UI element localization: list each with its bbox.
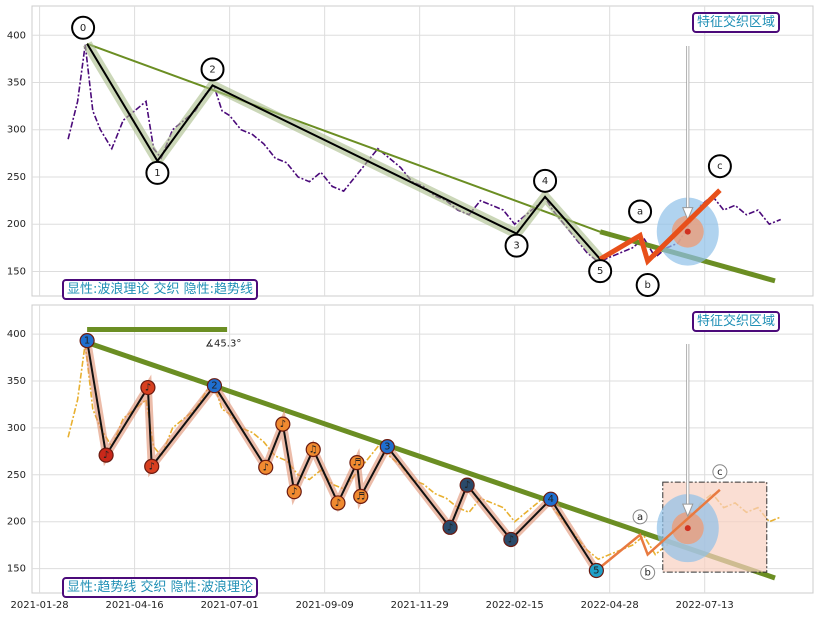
wave-marker xyxy=(442,519,458,535)
wave-marker xyxy=(305,441,321,458)
feature-dot xyxy=(684,525,691,532)
wave-label: 4 xyxy=(542,176,548,187)
trendline xyxy=(86,42,601,233)
x-tick-label: 2022-07-13 xyxy=(676,600,734,611)
y-tick-label: 250 xyxy=(7,172,26,183)
wave-marker xyxy=(588,562,604,579)
wave-marker-label: 2 xyxy=(211,381,217,392)
wave-marker xyxy=(379,439,395,455)
wave-label-circle xyxy=(71,15,96,40)
wave-label-circle xyxy=(632,509,648,525)
angle-label: ∡45.3° xyxy=(205,339,241,350)
wave-label-circle xyxy=(504,233,529,258)
wave-marker xyxy=(459,477,475,493)
wave-marker xyxy=(349,455,365,471)
wave-marker xyxy=(206,378,223,394)
wave-marker-label: ♪ xyxy=(464,480,470,491)
feature-dot xyxy=(684,228,691,235)
y-tick-label: 150 xyxy=(7,266,26,277)
wave-marker xyxy=(79,333,95,349)
x-tick-label: 2021-01-28 xyxy=(11,600,69,611)
wave-marker-label: ♪ xyxy=(508,535,514,546)
corrective-line xyxy=(598,188,722,266)
wave-label: b xyxy=(644,568,650,579)
y-tick-label: 300 xyxy=(7,125,26,136)
wave-marker xyxy=(286,484,302,500)
wave-label: c xyxy=(717,161,723,172)
wave-marker xyxy=(543,491,559,507)
wave-marker-label: 4 xyxy=(548,494,554,505)
arrow-head xyxy=(682,207,694,221)
y-tick-label: 300 xyxy=(7,423,26,434)
wave-marker-label: ♪ xyxy=(103,450,109,461)
y-tick-label: 200 xyxy=(7,219,26,230)
wave-line xyxy=(86,43,601,260)
wave-marker xyxy=(258,459,274,475)
wave-marker-label: 3 xyxy=(384,442,390,453)
annotation-box: 显性:波浪理论 交织 隐性:趋势线 xyxy=(62,279,259,300)
wave-label: 1 xyxy=(154,168,160,179)
x-tick-label: 2021-07-01 xyxy=(201,600,259,611)
wave-marker xyxy=(330,495,346,511)
annotation-box: 特征交织区域 xyxy=(692,311,781,332)
wave-marker xyxy=(353,488,369,504)
wave-line xyxy=(86,340,598,572)
wave-label: a xyxy=(637,512,643,523)
wave-label: 3 xyxy=(513,241,519,252)
wave-marker xyxy=(144,458,160,474)
y-tick-label: 150 xyxy=(7,564,26,575)
wave-marker-label: ♪ xyxy=(263,462,269,473)
wave-label: b xyxy=(644,280,650,291)
wave-marker-label: 1 xyxy=(84,336,90,347)
wave-label-circle xyxy=(628,199,653,224)
wave-label-circle xyxy=(712,464,728,480)
y-tick-label: 250 xyxy=(7,470,26,481)
wave-marker-label: ♬ xyxy=(356,491,365,502)
arrow-head xyxy=(682,503,694,518)
wave-marker-label: ♪ xyxy=(145,383,151,394)
x-tick-label: 2022-04-28 xyxy=(581,600,639,611)
wave-marker xyxy=(275,416,291,432)
wave-marker-label: ♫ xyxy=(309,444,318,455)
wave-marker-label: ♪ xyxy=(280,419,286,430)
wave-label: 5 xyxy=(597,266,603,277)
wave-label-circle xyxy=(635,273,660,298)
wave-label-circle xyxy=(707,154,732,179)
wave-marker-label: ♪ xyxy=(291,487,297,498)
wave-marker xyxy=(140,379,156,396)
wave-marker-label: ♬ xyxy=(352,458,361,469)
y-tick-label: 350 xyxy=(7,376,26,387)
wave-marker-label: ♪ xyxy=(149,461,155,472)
wave-label: 2 xyxy=(209,64,215,75)
x-tick-label: 2021-11-29 xyxy=(391,600,449,611)
wave-marker-label: ♪ xyxy=(447,522,453,533)
y-tick-label: 350 xyxy=(7,78,26,89)
wave-label-circle xyxy=(533,168,558,193)
wave-label: a xyxy=(637,207,643,218)
wave-marker xyxy=(503,531,519,548)
y-tick-label: 400 xyxy=(7,329,26,340)
corrective-line xyxy=(595,488,721,572)
x-tick-label: 2022-02-15 xyxy=(486,600,544,611)
wave-marker xyxy=(98,447,114,463)
wave-marker-label: 5 xyxy=(593,565,599,576)
wave-label-circle xyxy=(145,160,170,185)
wave-label: 0 xyxy=(80,23,86,34)
wave-label-circle xyxy=(200,57,225,82)
annotation-box: 特征交织区域 xyxy=(692,12,781,33)
wave-label-circle xyxy=(640,565,656,581)
wave-marker-label: ♪ xyxy=(335,498,341,509)
y-tick-label: 400 xyxy=(7,30,26,41)
y-tick-label: 200 xyxy=(7,517,26,528)
wave-label-circle xyxy=(588,259,613,284)
wave-label: c xyxy=(717,467,723,478)
x-tick-label: 2021-04-16 xyxy=(106,600,164,611)
annotation-box: 显性:趋势线 交织 隐性:波浪理论 xyxy=(62,577,259,598)
x-tick-label: 2021-09-09 xyxy=(296,600,354,611)
